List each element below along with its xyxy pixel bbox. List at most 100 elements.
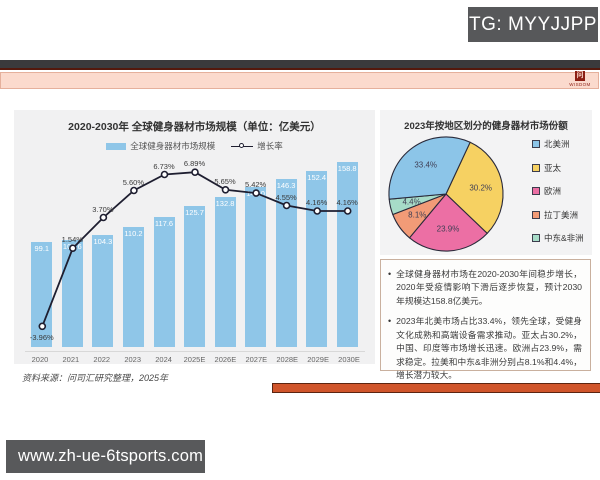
xaxis-tick-label: 2023: [124, 355, 142, 364]
pie-legend-item: 欧洲: [532, 185, 584, 197]
growth-rate-label: 5.60%: [122, 177, 145, 187]
bar-legend-swatch: [106, 142, 127, 150]
bar-2025E: [184, 206, 205, 347]
orange-divider-bar: [272, 383, 600, 393]
growth-rate-label: 1.54%: [61, 235, 83, 245]
bar-2026E: [214, 196, 236, 347]
pie-swatch-asia-pacific: [532, 163, 540, 172]
pie-percent-label: 30.2%: [469, 183, 493, 192]
brand-logo-text: WISDOM: [569, 81, 591, 87]
growth-marker-icon: [129, 186, 138, 195]
xaxis-tick-label: 2026E: [214, 355, 237, 364]
note-text: 2023年北美市场占比33.4%，领先全球，受健身文化成熟和高端设备需求推动。亚…: [396, 316, 582, 381]
growth-rate-label: 5.65%: [214, 176, 236, 186]
growth-rate-label: -3.96%: [29, 333, 54, 343]
bar-chart-plot: 99.1100.6104.3110.2117.6125.7132.8140.01…: [27, 159, 363, 347]
notes-box: • 全球健身器材市场在2020-2030年间稳步增长，2020年受疫情影响下滑后…: [380, 259, 591, 380]
pie-percent-label: 8.1%: [408, 210, 427, 220]
growth-marker-icon: [251, 189, 260, 197]
pie-legend-label: 北美洲: [544, 139, 570, 149]
growth-rate-label: 6.89%: [183, 159, 206, 169]
note-text: 全球健身器材市场在2020-2030年间稳步增长，2020年受疫情影响下滑后逐步…: [396, 269, 582, 306]
growth-marker-icon: [343, 207, 352, 215]
growth-rate-label: 5.42%: [244, 180, 267, 190]
pie-legend-item: 北美洲: [532, 138, 584, 150]
growth-rate-label: 4.16%: [306, 198, 328, 207]
xaxis-tick-label: 2029E: [307, 355, 329, 364]
pie-legend-label: 中东&非洲: [544, 233, 584, 243]
xaxis-tick-label: 2025E: [183, 355, 206, 364]
legend-item-line: 增长率: [231, 140, 283, 152]
pie-legend-label: 欧洲: [544, 186, 562, 196]
growth-marker-icon: [68, 244, 77, 252]
growth-line-svg: [38, 168, 352, 331]
pie-legend-item: 拉丁美洲: [532, 209, 584, 221]
brand-logo-icon: 问: [575, 71, 585, 81]
pie-percent-label: 4.4%: [402, 197, 421, 207]
bar-value-label: 125.7: [185, 208, 204, 218]
pie-svg: [388, 136, 504, 252]
xaxis-tick-label: 2030E: [338, 355, 360, 364]
header-pink-band: [0, 72, 599, 89]
line-legend-marker-icon: [239, 143, 245, 148]
bar-value-label: 146.3: [276, 180, 296, 190]
pie-percent-label: 33.4%: [414, 160, 438, 170]
bullet-icon: •: [388, 269, 392, 279]
growth-marker-icon: [38, 322, 46, 331]
pie-swatch-north-america: [532, 140, 540, 148]
bar-chart-title: 2020-2030年 全球健身器材市场规模（单位：亿美元）: [68, 121, 321, 133]
growth-marker-icon: [282, 201, 290, 210]
pie-swatch-latin-america: [532, 210, 540, 219]
pie-swatch-middle-east-africa: [532, 234, 540, 242]
bar-2028E: [275, 178, 297, 347]
xaxis-tick-label: 2024: [155, 355, 172, 364]
bar-value-label: 110.2: [124, 229, 143, 238]
bar-chart-panel: 2020-2030年 全球健身器材市场规模（单位：亿美元） 全球健身器材市场规模…: [14, 110, 375, 364]
growth-marker-icon: [312, 207, 321, 215]
pie-legend-label: 亚太: [544, 162, 562, 173]
bar-value-label: 132.8: [215, 198, 235, 208]
growth-marker-icon: [99, 213, 107, 222]
brand-logo: 问 WISDOM: [566, 71, 594, 89]
bar-value-label: 104.3: [93, 236, 113, 246]
bar-value-label: 99.1: [34, 243, 50, 253]
line-legend-label: 增长率: [257, 141, 283, 151]
xaxis-tick-label: 2020: [31, 355, 49, 364]
growth-marker-icon: [190, 168, 199, 176]
xaxis-tick-label: 2022: [93, 355, 111, 364]
bar-2027E: [245, 187, 267, 347]
bar-chart-xaxis: 2020 2021 2022 2023 2024 2025E 2026E 2027E 2028E…: [24, 351, 365, 364]
pie-slice-0: [388, 136, 471, 200]
header-dark-bar: [0, 60, 600, 70]
bar-2022: [92, 234, 114, 347]
growth-rate-label: 4.55%: [275, 192, 297, 202]
line-legend-swatch: [231, 143, 254, 150]
pie-chart-panel: 2023年按地区划分的健身器材市场份额 30.2% 23.9% 8.1% 4.4% 33…: [380, 110, 592, 255]
pie-slice-2: [408, 193, 488, 252]
bar-value-label: 158.8: [337, 164, 357, 173]
pie-percent-label: 23.9%: [436, 224, 460, 234]
bullet-icon: •: [388, 316, 392, 327]
note-item: • 全球健身器材市场在2020-2030年间稳步增长，2020年受疫情影响下滑后…: [388, 268, 582, 308]
pie-legend: 北美洲 亚太 欧洲 拉丁美洲 中东&非洲: [532, 138, 584, 256]
growth-rate-label: 3.70%: [92, 204, 114, 214]
growth-marker-icon: [221, 185, 229, 194]
note-item: • 2023年北美市场占比33.4%，领先全球，受健身文化成熟和高端设备需求推动…: [388, 315, 582, 382]
bar-chart-legend: 全球健身器材市场规模 增长率: [14, 140, 375, 152]
bar-2023: [122, 227, 144, 347]
xaxis-tick-label: 2021: [62, 355, 80, 364]
bar-2030E: [336, 162, 358, 347]
source-note: 资料来源：问司汇研究整理，2025年: [22, 373, 169, 383]
bar-2020: [31, 241, 53, 347]
legend-item-bar: 全球健身器材市场规模: [106, 140, 215, 152]
bar-value-label: 117.6: [154, 219, 174, 229]
website-url-badge: www.zh-ue-6tsports.com: [6, 440, 205, 473]
xaxis-tick-label: 2027E: [245, 355, 268, 364]
xaxis-tick-label: 2028E: [276, 355, 299, 364]
bar-legend-label: 全球健身器材市场规模: [130, 141, 216, 151]
pie-chart-title: 2023年按地区划分的健身器材市场份额: [404, 121, 568, 132]
pie-legend-item: 中东&非洲: [532, 232, 584, 244]
growth-rate-label: 4.16%: [336, 198, 358, 207]
tg-contact-badge: TG: MYYJJPP: [468, 7, 598, 42]
